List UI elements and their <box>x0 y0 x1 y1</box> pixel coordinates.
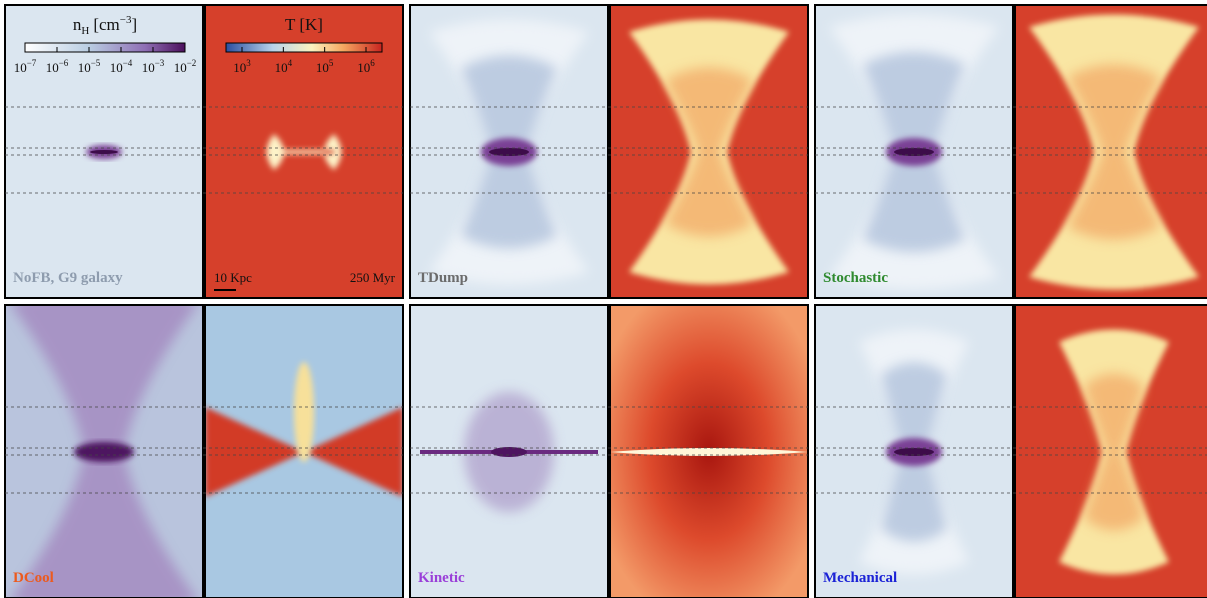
tick-base: 10 <box>46 60 59 75</box>
colorbar-title: nH [cm−3] <box>73 14 137 37</box>
tick-base: 10 <box>78 60 91 75</box>
panel-border <box>1014 4 1207 299</box>
hot-core <box>1067 64 1161 240</box>
colorbar-tick-label: 103 <box>233 58 251 75</box>
disc-core <box>90 150 118 154</box>
panel-label: TDump <box>418 270 468 286</box>
tick-base: 10 <box>316 60 329 75</box>
unit-sup: −3 <box>120 14 132 26</box>
density-map <box>815 5 1013 298</box>
tick-exp: −2 <box>187 58 197 68</box>
panel-border <box>814 304 1014 598</box>
disc-core <box>894 448 934 456</box>
tick-exp: 4 <box>288 58 293 68</box>
disc-core <box>894 148 934 156</box>
hot-bubble <box>266 134 342 170</box>
title: n <box>73 15 82 34</box>
scale-bar-label: 10 Kpc <box>214 270 252 285</box>
panel-label: Stochastic <box>823 270 888 286</box>
density-map <box>5 305 203 598</box>
panel-border <box>4 304 204 598</box>
panel-border <box>609 304 809 598</box>
panel-label: DCool <box>13 570 54 586</box>
disc-core <box>491 447 527 457</box>
colorbar-tick-label: 10−7 <box>14 58 37 75</box>
temperature-map <box>1015 5 1207 298</box>
unit-end: ] <box>131 15 137 34</box>
colorbar-tick-label: 10−6 <box>46 58 69 75</box>
density-map <box>410 5 608 298</box>
colorbar-tick-label: 10−3 <box>142 58 165 75</box>
temperature-map <box>610 5 808 298</box>
panel-label: NoFB, G9 galaxy <box>13 270 123 286</box>
panel-border <box>1014 304 1207 598</box>
panel-label: Mechanical <box>823 570 897 586</box>
tick-exp: −6 <box>59 58 69 68</box>
colorbar <box>24 42 186 53</box>
colorbar-title: T [K] <box>285 15 323 34</box>
density-map <box>815 305 1013 598</box>
panel-border <box>204 4 404 299</box>
disc <box>74 442 134 462</box>
tick-exp: 3 <box>246 58 251 68</box>
colorbar-tick-label: 104 <box>275 58 293 75</box>
panel-border <box>609 4 809 299</box>
tick-exp: 5 <box>329 58 334 68</box>
density-map <box>5 5 203 298</box>
disc-core <box>489 148 529 156</box>
colorbar <box>225 42 383 53</box>
tick-base: 10 <box>357 60 370 75</box>
colorbar-tick-label: 10−2 <box>174 58 197 75</box>
unit: [cm <box>93 15 119 34</box>
title: T [K] <box>285 15 323 34</box>
panel-border <box>204 304 404 598</box>
hot-core <box>1083 373 1145 531</box>
tick-base: 10 <box>14 60 27 75</box>
panel-label: Kinetic <box>418 570 465 586</box>
tick-exp: −4 <box>123 58 133 68</box>
title-sub: H <box>81 25 89 37</box>
panel-border <box>4 4 204 299</box>
colorbar-tick-label: 105 <box>316 58 334 75</box>
temperature-map <box>205 305 403 598</box>
temperature-map <box>205 5 403 298</box>
tick-base: 10 <box>174 60 187 75</box>
tick-base: 10 <box>233 60 246 75</box>
tick-base: 10 <box>142 60 155 75</box>
colorbar-tick-label: 106 <box>357 58 375 75</box>
tick-base: 10 <box>275 60 288 75</box>
panel-border <box>409 304 609 598</box>
temperature-map <box>1015 305 1207 598</box>
tick-base: 10 <box>110 60 123 75</box>
time-label: 250 Myr <box>350 270 396 285</box>
tick-exp: −7 <box>27 58 37 68</box>
panel-border <box>409 4 609 299</box>
density-map <box>410 305 608 598</box>
tick-exp: −5 <box>91 58 101 68</box>
colorbar-tick-label: 10−5 <box>78 58 101 75</box>
tick-exp: 6 <box>370 58 375 68</box>
colorbar-tick-label: 10−4 <box>110 58 133 75</box>
panel-border <box>814 4 1014 299</box>
temperature-map <box>610 305 808 598</box>
hot-core <box>665 67 753 237</box>
jet <box>294 362 314 462</box>
tick-exp: −3 <box>155 58 165 68</box>
hot-disc <box>610 448 808 456</box>
